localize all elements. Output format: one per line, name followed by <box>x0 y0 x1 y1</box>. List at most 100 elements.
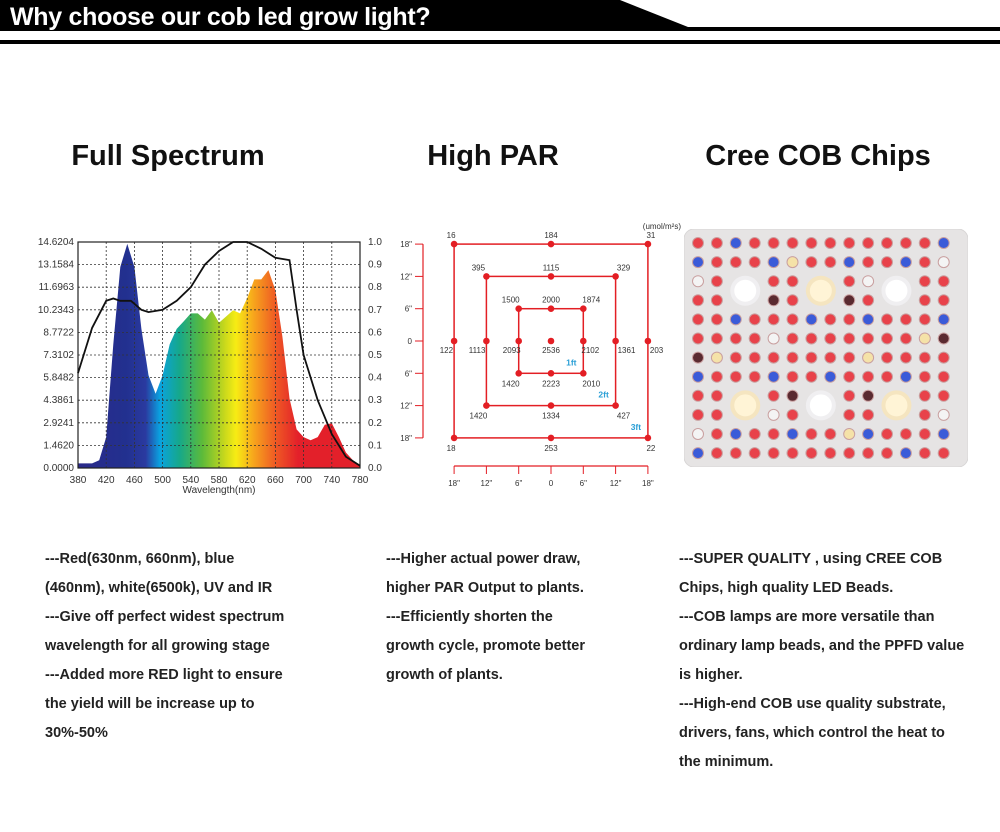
led-bead <box>824 237 837 249</box>
led-bead <box>843 275 856 288</box>
measure-point <box>483 402 490 409</box>
full-spectrum-text: ---Red(630nm, 660nm), blue (460nm), whit… <box>45 545 284 748</box>
led-bead <box>786 447 799 460</box>
par-value: 122 <box>440 346 454 355</box>
left-ruler-label: 6" <box>405 305 412 314</box>
led-bead <box>805 313 818 326</box>
led-bead <box>748 237 761 249</box>
led-bead <box>843 237 856 249</box>
led-bead <box>881 237 893 249</box>
led-bead <box>918 313 931 326</box>
led-bead <box>862 256 875 269</box>
led-bead <box>767 408 780 421</box>
text-line: ---High-end COB use quality substrate, <box>679 696 946 712</box>
led-bead <box>748 351 761 364</box>
par-value: 1113 <box>469 346 486 355</box>
text-line: ---SUPER QUALITY , using CREE COB <box>679 551 943 567</box>
par-value: 1874 <box>582 296 600 305</box>
led-bead <box>767 447 780 460</box>
led-bead <box>881 428 893 440</box>
led-bead <box>786 370 799 383</box>
y-tick-left: 4.3861 <box>43 395 74 406</box>
led-bead <box>729 256 742 269</box>
heading-high-par: High PAR <box>427 140 559 172</box>
par-value: 2102 <box>581 346 599 355</box>
led-bead <box>918 237 931 249</box>
led-bead <box>918 447 931 460</box>
led-bead <box>862 313 875 326</box>
measure-point <box>450 434 458 442</box>
y-tick-left: 0.0000 <box>43 463 74 474</box>
x-tick: 620 <box>239 475 256 486</box>
led-bead <box>786 428 799 440</box>
led-bead <box>862 275 875 288</box>
led-bead <box>899 313 912 326</box>
left-ruler-label: 18" <box>400 434 412 443</box>
par-value: 18 <box>447 444 456 453</box>
cob-chip <box>809 394 832 417</box>
led-bead <box>748 332 761 345</box>
led-bead <box>824 313 837 326</box>
measure-point <box>547 305 555 312</box>
par-value: 1420 <box>502 379 520 388</box>
led-bead <box>692 332 704 345</box>
response-curve <box>77 241 361 467</box>
y-tick-right: 0.5 <box>368 350 382 361</box>
bottom-ruler-label: 6" <box>515 479 522 488</box>
text-line: growth cycle, promote better <box>386 638 586 654</box>
led-bead <box>899 237 912 249</box>
y-tick-left: 5.8482 <box>43 373 74 384</box>
led-bead <box>899 447 912 460</box>
led-bead <box>843 256 856 269</box>
left-ruler-label: 0 <box>408 337 413 346</box>
bottom-ruler-label: 12" <box>610 479 622 488</box>
led-bead <box>729 237 742 249</box>
led-bead <box>786 408 799 421</box>
led-bead <box>710 408 723 421</box>
led-bead <box>805 428 818 440</box>
measure-point <box>580 370 587 377</box>
led-bead <box>899 351 912 364</box>
led-bead <box>862 370 875 383</box>
led-bead <box>843 408 856 421</box>
led-bead <box>918 294 931 307</box>
x-tick: 700 <box>295 475 312 486</box>
measure-point <box>580 305 587 312</box>
led-bead <box>824 256 837 269</box>
text-line: wavelength for all growing stage <box>45 638 270 654</box>
led-bead <box>937 428 950 440</box>
led-bead <box>729 428 742 440</box>
led-bead <box>805 370 818 383</box>
text-line: ---COB lamps are more versatile than <box>679 609 935 625</box>
measure-point <box>483 273 490 280</box>
led-bead <box>767 237 780 249</box>
left-ruler-label: 6" <box>405 369 412 378</box>
led-bead <box>692 313 704 326</box>
x-tick: 780 <box>352 475 369 486</box>
led-bead <box>862 351 875 364</box>
spectrum-chart: 0.0000 1.4620 2.9241 4.3861 5.8482 7.3102 8.77… <box>38 237 382 496</box>
led-bead <box>710 351 723 364</box>
led-bead <box>824 447 837 460</box>
text-line: ---Give off perfect widest spectrum <box>45 609 285 625</box>
led-bead <box>729 332 742 345</box>
text-line: ---Efficiently shorten the <box>386 609 553 625</box>
text-line: the yield will be increase up to <box>45 696 255 712</box>
led-bead <box>824 428 837 440</box>
par-value: 329 <box>617 263 631 272</box>
led-bead <box>692 370 704 383</box>
y-tick-right: 0.3 <box>368 395 382 406</box>
text-line: drivers, fans, which control the heat to <box>679 725 945 741</box>
led-bead <box>729 370 742 383</box>
text-line: the minimum. <box>679 754 774 770</box>
led-bead <box>918 428 931 440</box>
par-value: 1115 <box>543 263 560 272</box>
led-bead <box>748 256 761 269</box>
led-bead <box>862 237 875 249</box>
left-ruler-label: 18" <box>400 240 412 249</box>
par-value: 1361 <box>618 346 636 355</box>
led-bead <box>805 237 818 249</box>
cob-chip <box>885 279 908 302</box>
led-bead <box>918 370 931 383</box>
led-bead <box>843 294 856 307</box>
